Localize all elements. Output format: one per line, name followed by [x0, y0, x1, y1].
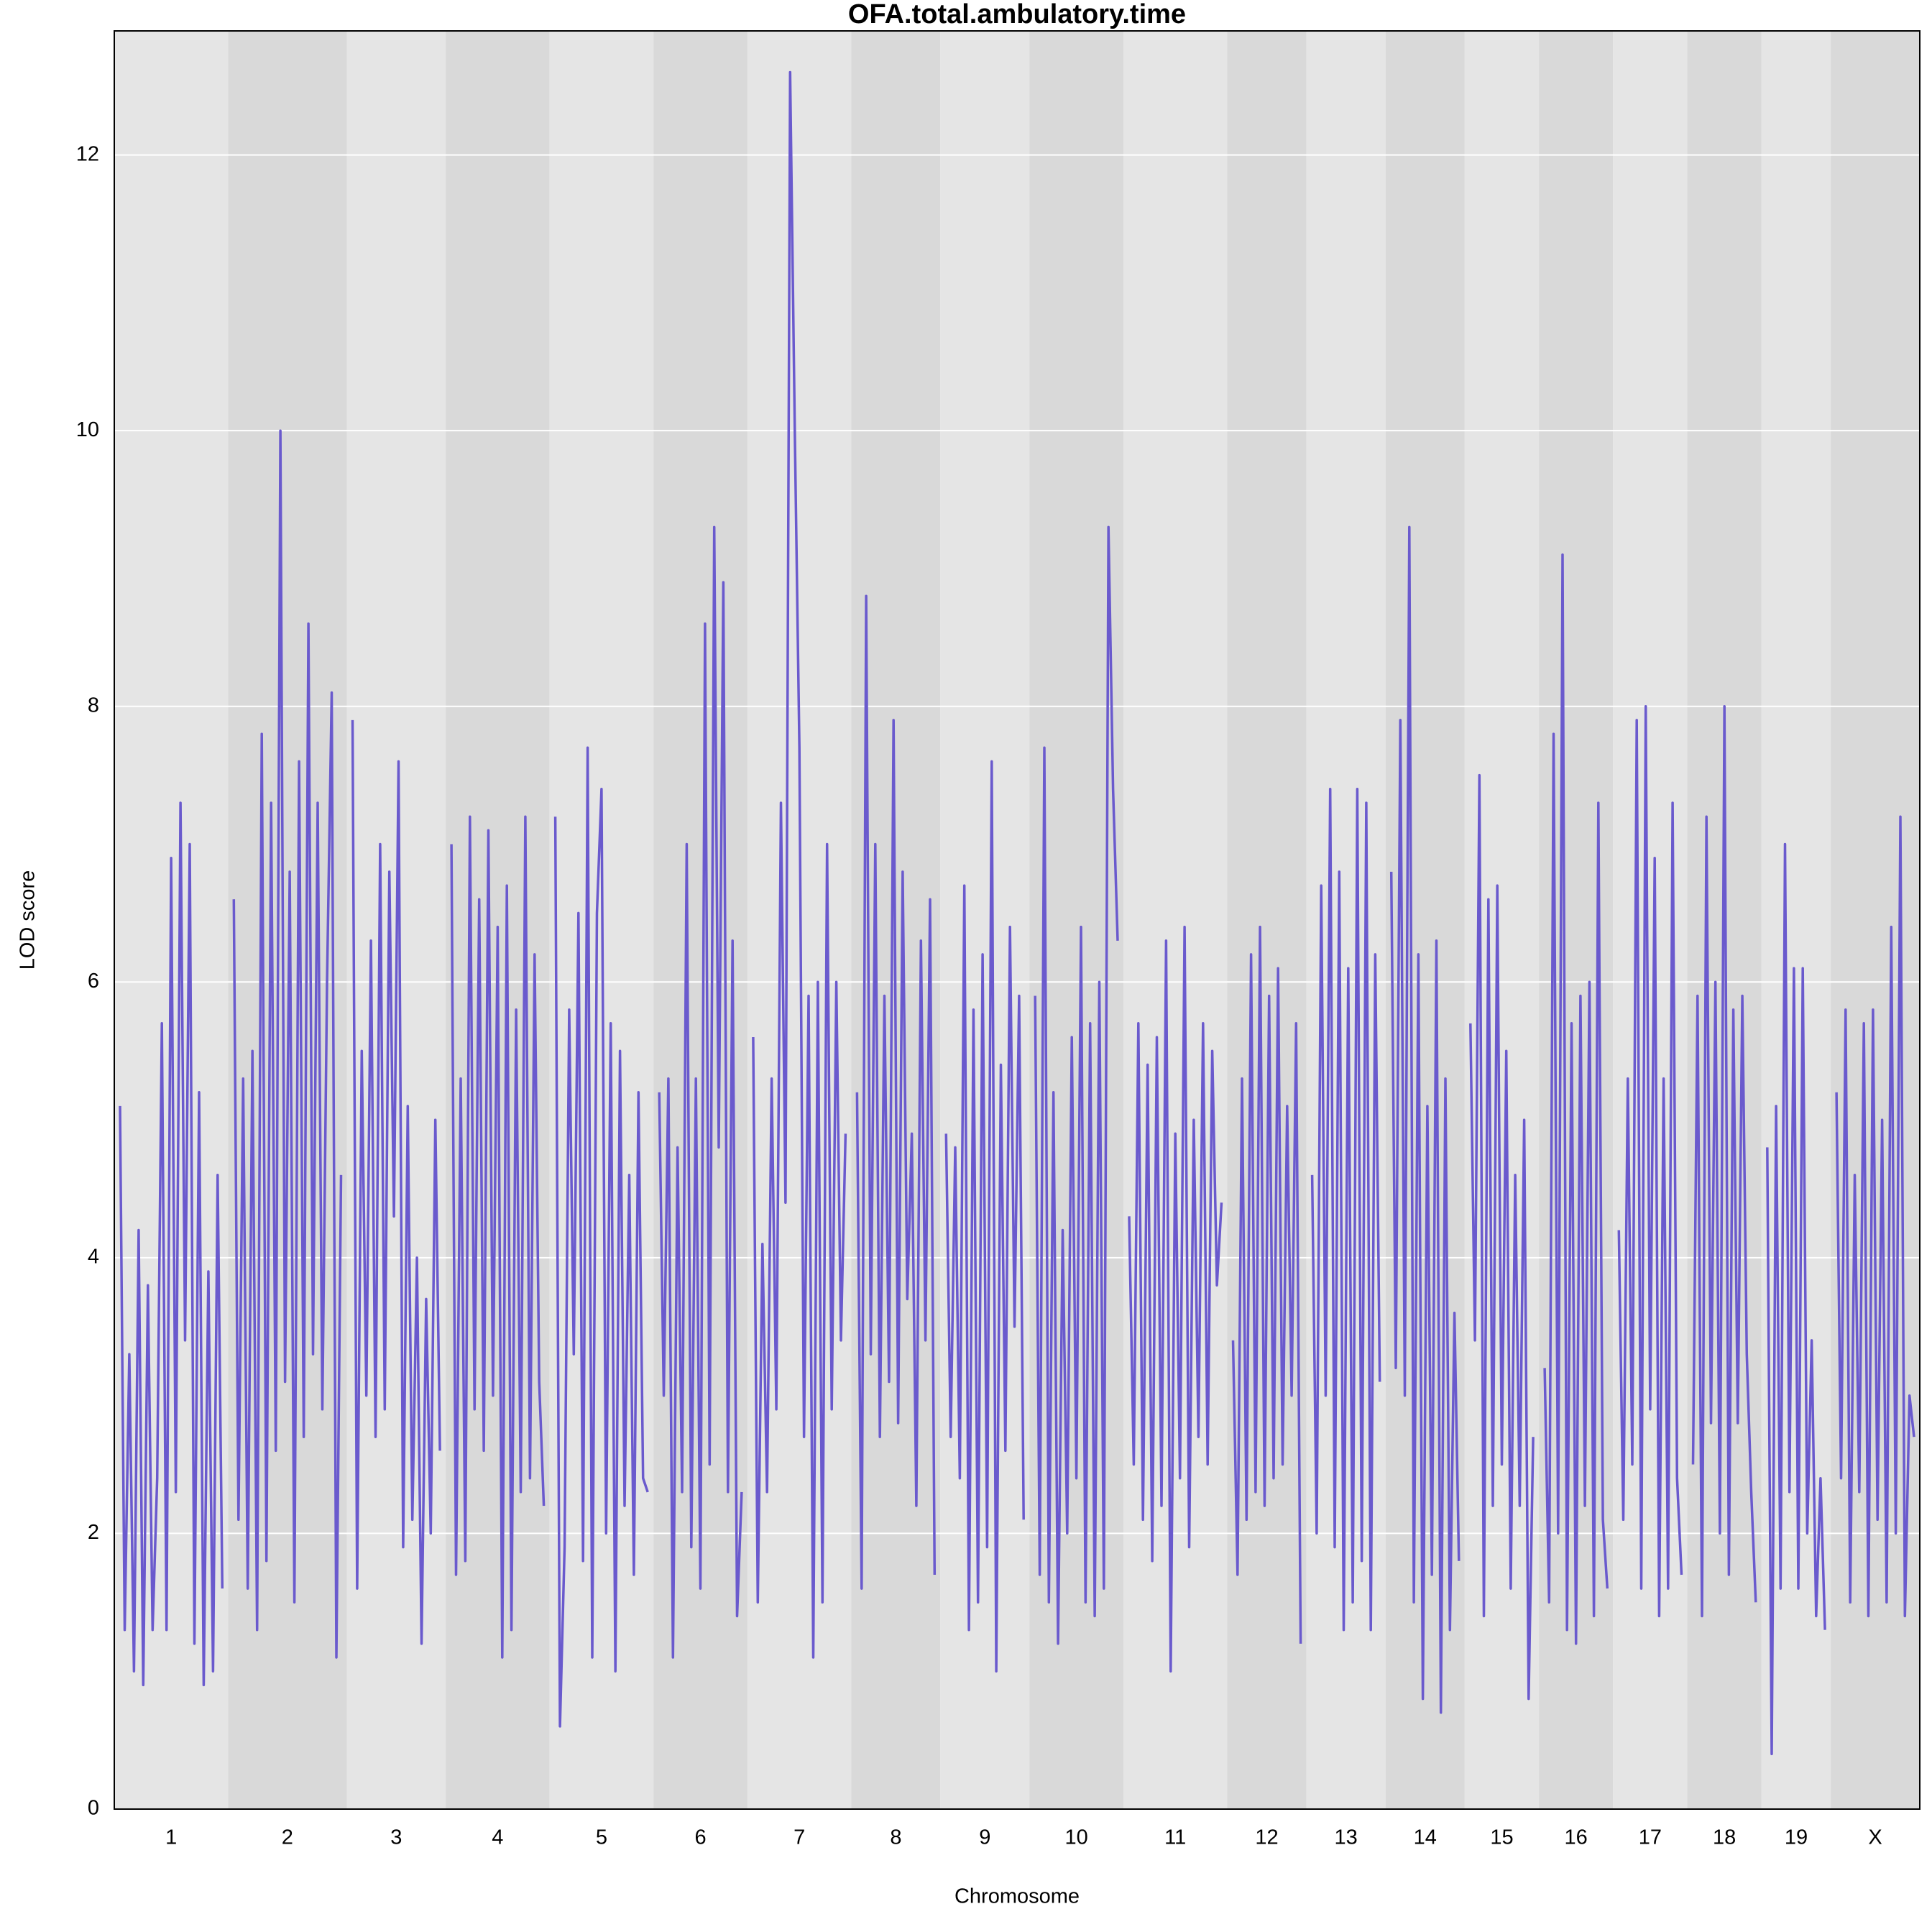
lod-line [1766, 842, 1826, 1756]
y-tick-label: 0 [88, 1797, 99, 1820]
x-tick-label: 14 [1414, 1826, 1437, 1849]
chromosome-band [446, 31, 550, 1809]
x-tick-label: 16 [1565, 1826, 1588, 1849]
y-tick-label: 4 [88, 1246, 99, 1269]
lod-line [1617, 704, 1683, 1618]
chart-title: OFA.total.ambulatory.time [848, 0, 1186, 29]
lod-lines [119, 70, 1915, 1756]
y-tick-label: 2 [88, 1521, 99, 1544]
x-tick-label: 19 [1785, 1826, 1808, 1849]
lod-line [553, 746, 649, 1728]
lod-line [1543, 553, 1609, 1645]
lod-line [1469, 773, 1535, 1701]
x-tick-label: 8 [890, 1826, 901, 1849]
y-tick-label: 8 [88, 694, 99, 717]
lod-line [450, 815, 546, 1659]
x-tick-label: 10 [1064, 1826, 1087, 1849]
lod-line [232, 429, 343, 1659]
lod-line [1691, 704, 1757, 1618]
lod-line [944, 760, 1025, 1673]
lod-line [1835, 815, 1915, 1618]
chromosome-band [940, 31, 1030, 1809]
x-tick-label: 7 [794, 1826, 805, 1849]
y-tick-label: 6 [88, 970, 99, 993]
x-tick-label: 17 [1639, 1826, 1662, 1849]
chromosome-band [1613, 31, 1688, 1809]
lod-line [1389, 525, 1460, 1714]
lod-line [1128, 925, 1223, 1673]
chromosome-band [1227, 31, 1307, 1809]
lod-line [658, 525, 743, 1659]
lod-line [1310, 788, 1381, 1632]
x-tick-label: X [1868, 1826, 1882, 1849]
chromosome-band [1123, 31, 1228, 1809]
y-axis-label: LOD score [17, 870, 40, 970]
chromosome-bands [114, 31, 1920, 1809]
x-tick-label: 5 [596, 1826, 607, 1849]
x-tick-label: 3 [390, 1826, 402, 1849]
lod-line [1231, 925, 1302, 1644]
chromosome-band [1306, 31, 1386, 1809]
x-tick-label: 9 [979, 1826, 990, 1849]
lod-line [119, 801, 224, 1687]
plot-frame [114, 30, 1920, 1810]
lod-line [1034, 525, 1119, 1645]
x-tick-label: 2 [282, 1826, 293, 1849]
lod-line [752, 70, 847, 1659]
x-tick-label: 11 [1164, 1826, 1186, 1849]
lod-line [855, 594, 937, 1590]
x-tick-label: 12 [1255, 1826, 1278, 1849]
x-axis-label: Chromosome [954, 1885, 1080, 1908]
lod-line [351, 719, 441, 1645]
x-tick-label: 15 [1490, 1826, 1513, 1849]
x-tick-label: 6 [694, 1826, 706, 1849]
y-tick-label: 10 [76, 418, 99, 441]
x-tick-label: 1 [165, 1826, 177, 1849]
chromosome-band [1761, 31, 1831, 1809]
x-tick-label: 4 [492, 1826, 503, 1849]
x-tick-label: 18 [1713, 1826, 1736, 1849]
x-tick-label: 13 [1335, 1826, 1358, 1849]
y-tick-label: 12 [76, 142, 99, 165]
